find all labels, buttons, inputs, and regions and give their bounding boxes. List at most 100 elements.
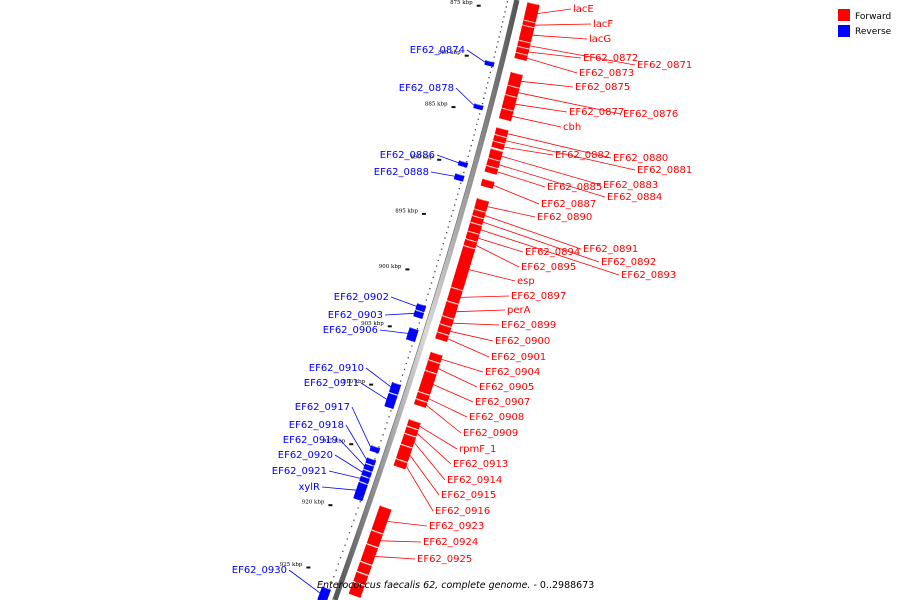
forward-gene-label[interactable]: EF62_0900: [495, 336, 550, 347]
forward-gene-label[interactable]: EF62_0905: [479, 382, 534, 393]
forward-gene-block[interactable]: [356, 561, 372, 576]
reverse-gene-label[interactable]: EF62_0888: [374, 167, 429, 178]
forward-gene-block[interactable]: [425, 359, 441, 374]
forward-gene-label[interactable]: EF62_0907: [475, 397, 530, 408]
forward-gene-label[interactable]: lacG: [589, 34, 611, 45]
forward-gene-block[interactable]: [491, 140, 505, 151]
forward-gene-label[interactable]: EF62_0892: [601, 257, 656, 268]
forward-gene-block[interactable]: [501, 94, 518, 111]
forward-gene-block[interactable]: [492, 134, 507, 144]
forward-gene-block[interactable]: [472, 209, 486, 219]
forward-gene-block[interactable]: [505, 85, 520, 98]
reverse-gene-label[interactable]: EF62_0902: [334, 292, 389, 303]
forward-gene-label[interactable]: EF62_0908: [469, 412, 524, 423]
reverse-gene-label[interactable]: EF62_0920: [278, 450, 333, 461]
reverse-gene-label[interactable]: EF62_0921: [272, 466, 327, 477]
forward-gene-label[interactable]: EF62_0885: [547, 182, 602, 193]
reverse-gene-label[interactable]: EF62_0906: [323, 325, 378, 336]
forward-gene-label[interactable]: EF62_0887: [541, 199, 596, 210]
forward-gene-label[interactable]: EF62_0883: [603, 180, 658, 191]
forward-gene-label[interactable]: EF62_0914: [447, 475, 502, 486]
forward-gene-block[interactable]: [353, 571, 369, 586]
forward-gene-block[interactable]: [522, 20, 536, 28]
forward-gene-block[interactable]: [507, 71, 523, 88]
forward-gene-block[interactable]: [366, 530, 384, 548]
forward-gene-block[interactable]: [470, 215, 485, 226]
forward-gene-label[interactable]: EF62_0880: [613, 153, 668, 164]
forward-gene-label[interactable]: EF62_0881: [637, 165, 692, 176]
forward-gene-block[interactable]: [474, 198, 490, 212]
reverse-gene-label[interactable]: EF62_0919: [283, 435, 338, 446]
reverse-gene-block[interactable]: [484, 60, 495, 68]
forward-gene-block[interactable]: [467, 222, 483, 235]
reverse-gene-label[interactable]: EF62_0878: [399, 83, 454, 94]
forward-gene-block[interactable]: [450, 245, 476, 291]
forward-gene-block[interactable]: [498, 108, 514, 122]
reverse-gene-label[interactable]: xylR: [298, 482, 320, 493]
reverse-gene-block[interactable]: [415, 303, 427, 313]
forward-gene-block[interactable]: [437, 323, 452, 336]
forward-gene-label[interactable]: perA: [507, 305, 531, 316]
forward-gene-block[interactable]: [371, 505, 392, 534]
reverse-gene-label[interactable]: EF62_0910: [309, 363, 364, 374]
reverse-gene-block[interactable]: [363, 463, 375, 472]
forward-gene-label[interactable]: EF62_0894: [525, 247, 580, 258]
forward-gene-label[interactable]: lacE: [573, 4, 594, 15]
forward-gene-block[interactable]: [439, 315, 455, 327]
reverse-gene-label[interactable]: EF62_0918: [289, 420, 344, 431]
forward-gene-label[interactable]: EF62_0924: [423, 537, 478, 548]
forward-gene-label[interactable]: EF62_0872: [583, 53, 638, 64]
reverse-gene-label[interactable]: EF62_0930: [232, 565, 287, 576]
forward-gene-label[interactable]: EF62_0916: [435, 506, 490, 517]
forward-gene-block[interactable]: [404, 426, 419, 437]
forward-gene-label[interactable]: EF62_0895: [521, 262, 576, 273]
forward-gene-label[interactable]: EF62_0891: [583, 244, 638, 255]
reverse-gene-block[interactable]: [388, 381, 402, 395]
forward-gene-block[interactable]: [348, 581, 365, 598]
reverse-gene-label[interactable]: EF62_0911: [304, 378, 359, 389]
reverse-gene-block[interactable]: [317, 586, 332, 600]
forward-gene-label[interactable]: EF62_0875: [575, 82, 630, 93]
forward-gene-label[interactable]: EF62_0882: [555, 150, 610, 161]
forward-gene-label[interactable]: EF62_0923: [429, 521, 484, 532]
forward-gene-label[interactable]: EF62_0871: [637, 60, 692, 71]
reverse-gene-block[interactable]: [365, 457, 377, 466]
forward-gene-block[interactable]: [523, 2, 540, 23]
reverse-gene-block[interactable]: [353, 481, 368, 502]
forward-gene-label[interactable]: EF62_0873: [579, 68, 634, 79]
forward-gene-block[interactable]: [494, 127, 509, 138]
forward-gene-block[interactable]: [515, 46, 530, 55]
forward-gene-label[interactable]: EF62_0897: [511, 291, 566, 302]
reverse-gene-block[interactable]: [413, 309, 425, 320]
reverse-gene-block[interactable]: [405, 327, 419, 343]
forward-gene-label[interactable]: EF62_0913: [453, 459, 508, 470]
forward-gene-block[interactable]: [514, 52, 528, 62]
reverse-gene-block[interactable]: [384, 392, 398, 410]
reverse-gene-label[interactable]: EF62_0886: [380, 150, 435, 161]
forward-gene-label[interactable]: EF62_0904: [485, 367, 540, 378]
forward-gene-block[interactable]: [395, 444, 413, 463]
forward-gene-label[interactable]: lacF: [593, 19, 613, 30]
forward-gene-block[interactable]: [465, 231, 480, 242]
forward-gene-block[interactable]: [486, 158, 501, 169]
reverse-gene-block[interactable]: [369, 445, 381, 454]
reverse-gene-label[interactable]: EF62_0917: [295, 402, 350, 413]
forward-gene-block[interactable]: [484, 165, 499, 175]
forward-gene-block[interactable]: [463, 238, 478, 249]
forward-gene-label[interactable]: EF62_0890: [537, 212, 592, 223]
forward-gene-block[interactable]: [360, 543, 379, 565]
forward-gene-block[interactable]: [446, 287, 463, 304]
forward-gene-label[interactable]: EF62_0876: [623, 109, 678, 120]
forward-gene-block[interactable]: [406, 419, 421, 430]
forward-gene-label[interactable]: cbh: [563, 122, 581, 133]
forward-gene-block[interactable]: [413, 398, 428, 408]
forward-gene-block[interactable]: [428, 351, 443, 364]
forward-gene-block[interactable]: [488, 148, 503, 161]
forward-gene-block[interactable]: [393, 458, 408, 470]
forward-gene-label[interactable]: EF62_0915: [441, 490, 496, 501]
forward-gene-block[interactable]: [480, 178, 495, 189]
forward-gene-block[interactable]: [518, 25, 535, 43]
forward-gene-block[interactable]: [517, 40, 531, 49]
forward-gene-block[interactable]: [400, 433, 417, 448]
forward-gene-label[interactable]: EF62_0884: [607, 192, 662, 203]
